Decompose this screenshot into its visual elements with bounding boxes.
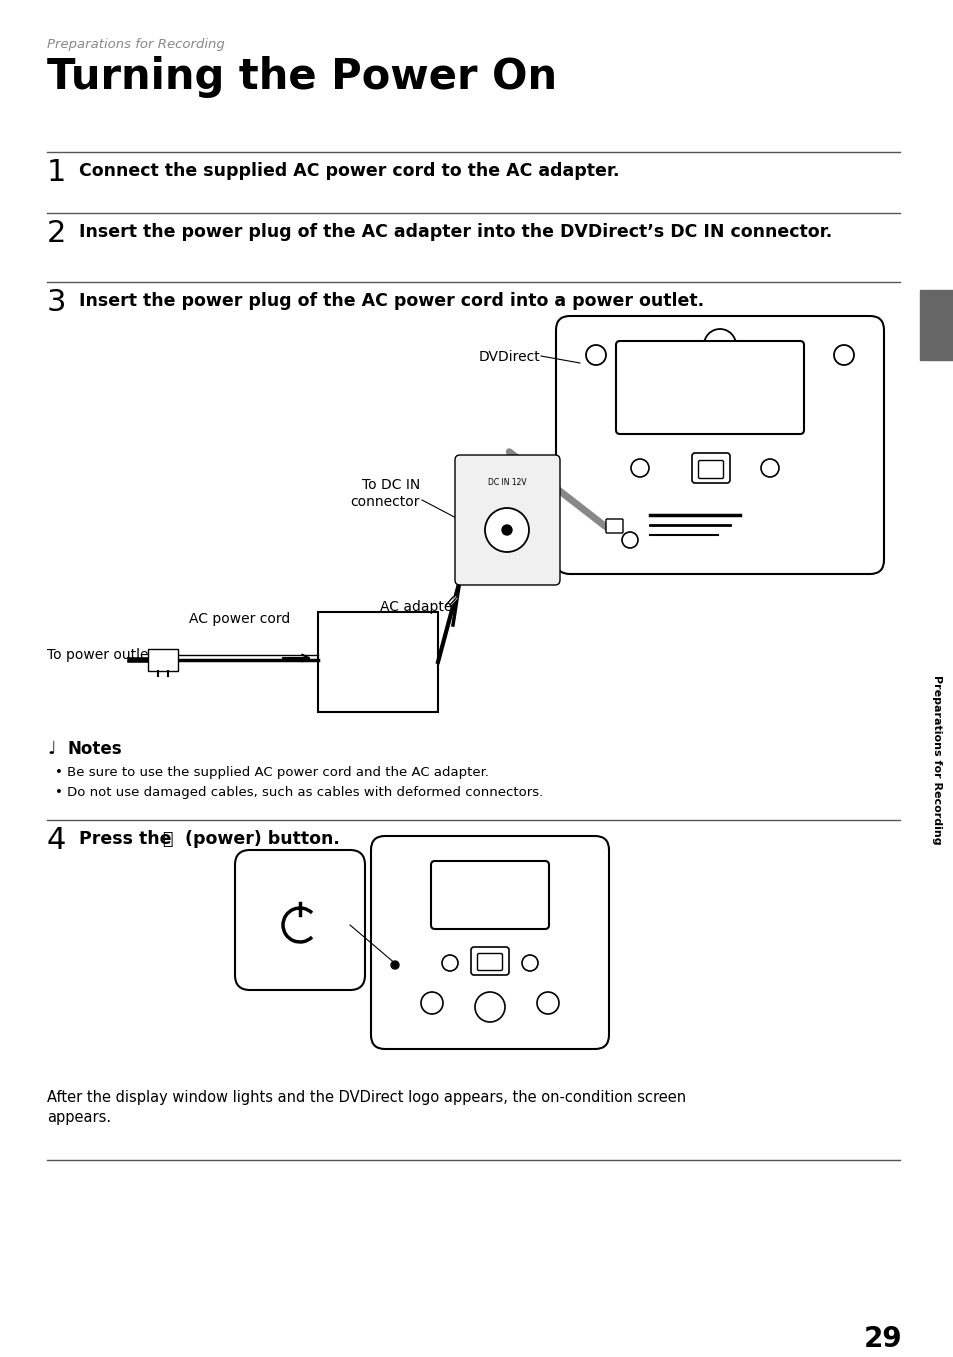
Text: Preparations for Recording: Preparations for Recording: [47, 38, 225, 52]
Text: • Do not use damaged cables, such as cables with deformed connectors.: • Do not use damaged cables, such as cab…: [55, 786, 542, 799]
Text: Notes: Notes: [68, 740, 123, 759]
Circle shape: [760, 459, 779, 478]
Text: ♩: ♩: [47, 740, 55, 759]
Text: 1: 1: [47, 157, 67, 187]
Bar: [148, 649, 178, 670]
Text: Insert the power plug of the AC adapter into the DVDirect’s DC IN connector.: Insert the power plug of the AC adapter …: [79, 223, 831, 242]
Text: Turning the Power On: Turning the Power On: [47, 56, 557, 98]
Circle shape: [475, 992, 504, 1022]
FancyBboxPatch shape: [371, 836, 608, 1049]
Circle shape: [521, 955, 537, 972]
Text: To power outlet: To power outlet: [47, 649, 153, 662]
FancyBboxPatch shape: [234, 849, 365, 991]
Text: 4: 4: [47, 826, 67, 855]
FancyBboxPatch shape: [691, 453, 729, 483]
Circle shape: [501, 525, 512, 535]
Circle shape: [391, 961, 398, 969]
Text: To DC IN
connector: To DC IN connector: [350, 478, 419, 509]
FancyBboxPatch shape: [471, 947, 509, 974]
Circle shape: [621, 532, 638, 548]
Text: ⏻: ⏻: [162, 830, 172, 848]
Bar: [317, 612, 437, 712]
Circle shape: [833, 345, 853, 365]
Text: Connect the supplied AC power cord to the AC adapter.: Connect the supplied AC power cord to th…: [79, 161, 618, 180]
Circle shape: [441, 955, 457, 972]
FancyBboxPatch shape: [431, 860, 548, 930]
Circle shape: [585, 345, 605, 365]
Text: Insert the power plug of the AC power cord into a power outlet.: Insert the power plug of the AC power co…: [79, 292, 703, 309]
Text: DVDirect: DVDirect: [477, 350, 539, 364]
FancyBboxPatch shape: [455, 455, 559, 585]
Circle shape: [703, 328, 735, 361]
Text: AC adapter: AC adapter: [379, 600, 457, 613]
Circle shape: [392, 962, 397, 968]
Text: 2: 2: [47, 218, 67, 248]
Circle shape: [484, 508, 529, 552]
FancyBboxPatch shape: [477, 954, 502, 970]
Circle shape: [537, 992, 558, 1014]
Bar: [919, 290, 953, 360]
Text: DC IN 12V: DC IN 12V: [487, 478, 526, 487]
FancyBboxPatch shape: [556, 316, 883, 574]
Text: Preparations for Recording: Preparations for Recording: [931, 676, 941, 845]
Text: appears.: appears.: [47, 1110, 111, 1125]
Text: AC power cord: AC power cord: [189, 612, 290, 626]
FancyBboxPatch shape: [698, 460, 722, 479]
Circle shape: [420, 992, 442, 1014]
Text: Press the: Press the: [79, 830, 177, 848]
Text: 29: 29: [862, 1324, 901, 1353]
Text: • Be sure to use the supplied AC power cord and the AC adapter.: • Be sure to use the supplied AC power c…: [55, 765, 489, 779]
Text: After the display window lights and the DVDirect logo appears, the on-condition : After the display window lights and the …: [47, 1090, 685, 1105]
Text: (power) button.: (power) button.: [179, 830, 339, 848]
FancyBboxPatch shape: [616, 341, 803, 434]
FancyBboxPatch shape: [605, 518, 622, 533]
Text: 3: 3: [47, 288, 67, 318]
Circle shape: [630, 459, 648, 478]
